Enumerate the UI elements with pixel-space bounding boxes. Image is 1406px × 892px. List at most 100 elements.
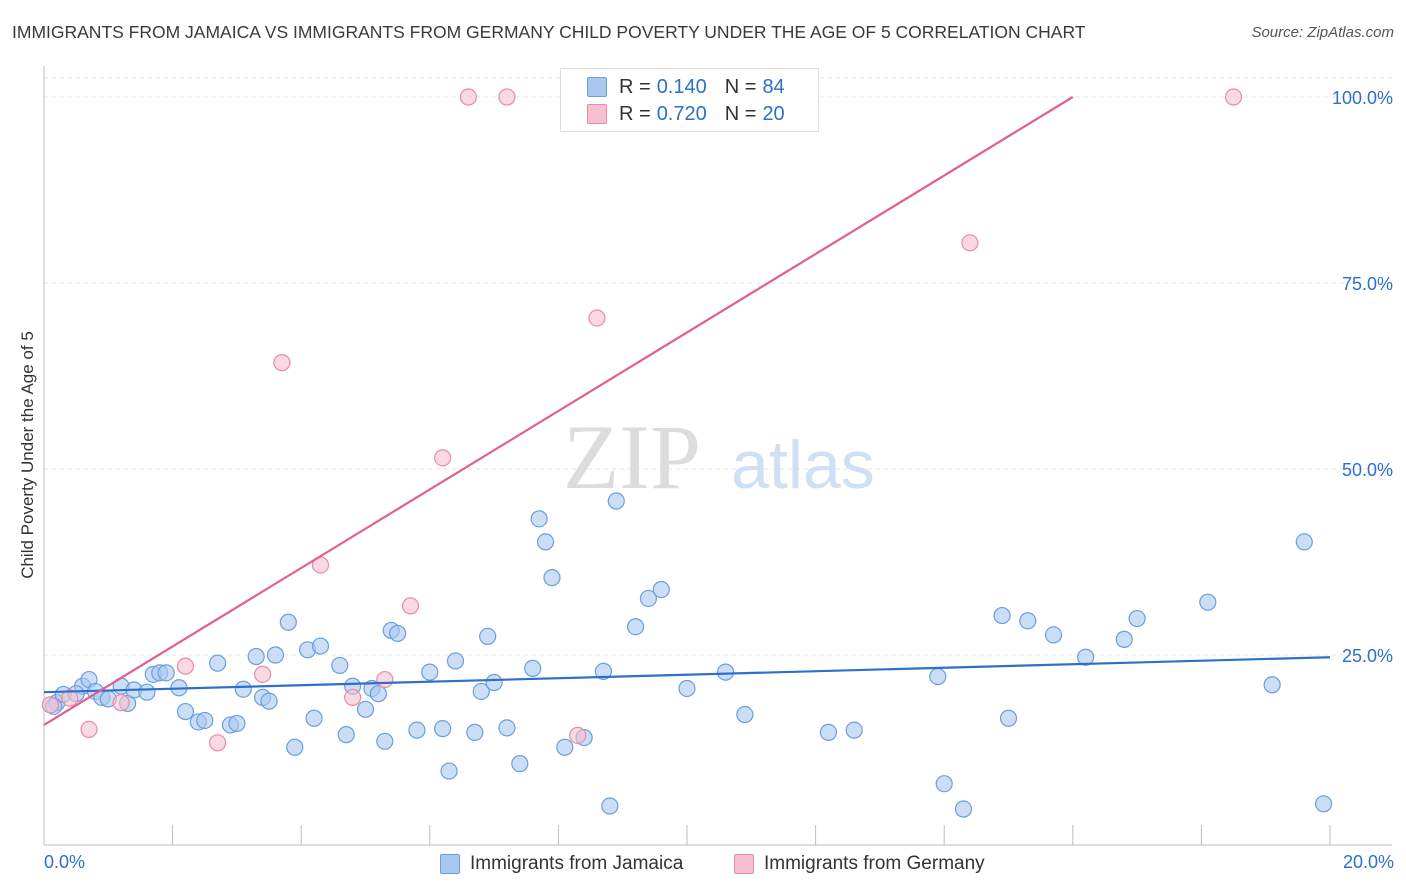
jamaica-point — [594, 662, 613, 680]
jamaica-point — [472, 682, 490, 701]
jamaica-point — [556, 738, 574, 756]
jamaica-point — [389, 624, 407, 643]
jamaica-point — [607, 492, 625, 510]
y-tick-labels: 25.0% 50.0% 75.0% 100.0% — [1332, 88, 1393, 666]
jamaica-point — [138, 683, 156, 701]
jamaica-point — [498, 719, 516, 737]
germany-point — [961, 234, 979, 252]
jamaica-point — [434, 720, 452, 738]
y-tick-label: 25.0% — [1342, 646, 1393, 666]
jamaica-point — [1263, 676, 1281, 694]
jamaica-point — [929, 667, 947, 686]
watermark-zip: ZIP — [563, 406, 701, 508]
germany-point — [112, 694, 130, 712]
trendlines — [43, 96, 1331, 726]
jamaica-point — [1314, 795, 1333, 813]
watermark: ZIP atlas — [563, 406, 875, 508]
jamaica-point — [485, 673, 503, 692]
jamaica-point — [376, 732, 394, 750]
jamaica-point — [1128, 609, 1146, 628]
jamaica-trendline — [43, 656, 1331, 694]
legend-swatch-jamaica — [587, 77, 607, 97]
x-tick-label-max: 20.0% — [1342, 852, 1394, 872]
jamaica-point — [279, 613, 297, 631]
jamaica-point — [331, 656, 349, 675]
jamaica-point — [845, 721, 863, 739]
jamaica-point — [993, 606, 1011, 625]
jamaica-point — [286, 738, 304, 756]
y-tick-label: 50.0% — [1342, 460, 1393, 480]
germany-point — [80, 720, 98, 739]
germany-point — [41, 696, 60, 714]
jamaica-point — [543, 569, 561, 587]
correlation-legend: R = 0.140 N = 84 R = 0.720 N = 20 — [560, 68, 819, 132]
legend-row-germany: R = 0.720 N = 20 — [587, 101, 785, 127]
source-credit: Source: ZipAtlas.com — [1251, 24, 1394, 41]
series-legend-germany: Immigrants from Germany — [734, 852, 985, 876]
series-legend-label-germany: Immigrants from Germany — [764, 853, 985, 874]
legend-n-label: N = — [724, 75, 757, 98]
jamaica-point — [466, 723, 484, 741]
series-legend-label-jamaica: Immigrants from Jamaica — [470, 853, 684, 874]
y-tick-label: 100.0% — [1332, 88, 1393, 108]
germany-point — [1224, 88, 1243, 106]
germany-point — [273, 354, 291, 372]
jamaica-point — [819, 723, 838, 741]
legend-r-label: R = — [619, 102, 651, 125]
legend-r-value-germany: 0.720 — [656, 102, 707, 125]
jamaica-point — [260, 692, 278, 710]
jamaica-point — [999, 709, 1018, 727]
jamaica-point — [1077, 648, 1095, 666]
jamaica-point — [479, 627, 497, 646]
germany-trendline — [43, 96, 1074, 726]
series-legend-jamaica: Immigrants from Jamaica — [440, 852, 683, 876]
jamaica-point — [247, 647, 265, 666]
chart-title: IMMIGRANTS FROM JAMAICA VS IMMIGRANTS FR… — [12, 22, 1086, 42]
germany-point — [376, 670, 394, 689]
germany-point — [569, 726, 587, 744]
jamaica-point — [234, 680, 252, 698]
jamaica-point — [1199, 593, 1217, 611]
jamaica-point — [652, 580, 670, 599]
jamaica-point — [421, 663, 439, 681]
jamaica-point — [639, 589, 658, 608]
jamaica-point — [1115, 630, 1133, 648]
legend-r-value-jamaica: 0.140 — [656, 75, 707, 98]
axes — [43, 66, 1392, 846]
jamaica-point — [266, 646, 285, 664]
legend-r-label: R = — [619, 75, 651, 98]
germany-point — [176, 657, 195, 675]
jamaica-point — [1019, 612, 1037, 630]
jamaica-point — [736, 705, 754, 724]
jamaica-point — [678, 679, 696, 698]
legend-swatch-germany — [587, 104, 607, 124]
germany-point — [61, 689, 79, 707]
germany-point — [434, 449, 452, 467]
jamaica-point — [369, 685, 387, 703]
germany-point — [209, 734, 227, 752]
jamaica-point — [356, 700, 375, 718]
jamaica-point — [524, 659, 542, 677]
germany-point — [254, 665, 272, 683]
jamaica-point — [196, 711, 214, 730]
jamaica-point — [536, 533, 555, 551]
jamaica-point — [440, 762, 458, 780]
jamaica-point — [1295, 533, 1313, 551]
jamaica-point — [1044, 626, 1063, 644]
jamaica-point — [935, 775, 953, 793]
y-axis-label: Child Poverty Under the Age of 5 — [18, 331, 37, 579]
jamaica-point — [305, 709, 323, 727]
jamaica-point — [530, 510, 548, 528]
legend-n-label: N = — [724, 102, 757, 125]
x-tick-label-min: 0.0% — [44, 852, 86, 872]
jamaica-point — [511, 755, 529, 773]
legend-n-value-germany: 20 — [762, 102, 785, 125]
jamaica-point — [408, 721, 426, 739]
jamaica-point — [446, 652, 465, 670]
jamaica-point — [228, 714, 246, 733]
germany-point — [401, 597, 420, 615]
jamaica-point — [601, 797, 619, 815]
series-legend-swatch-jamaica — [440, 854, 460, 874]
legend-n-value-jamaica: 84 — [762, 75, 785, 98]
